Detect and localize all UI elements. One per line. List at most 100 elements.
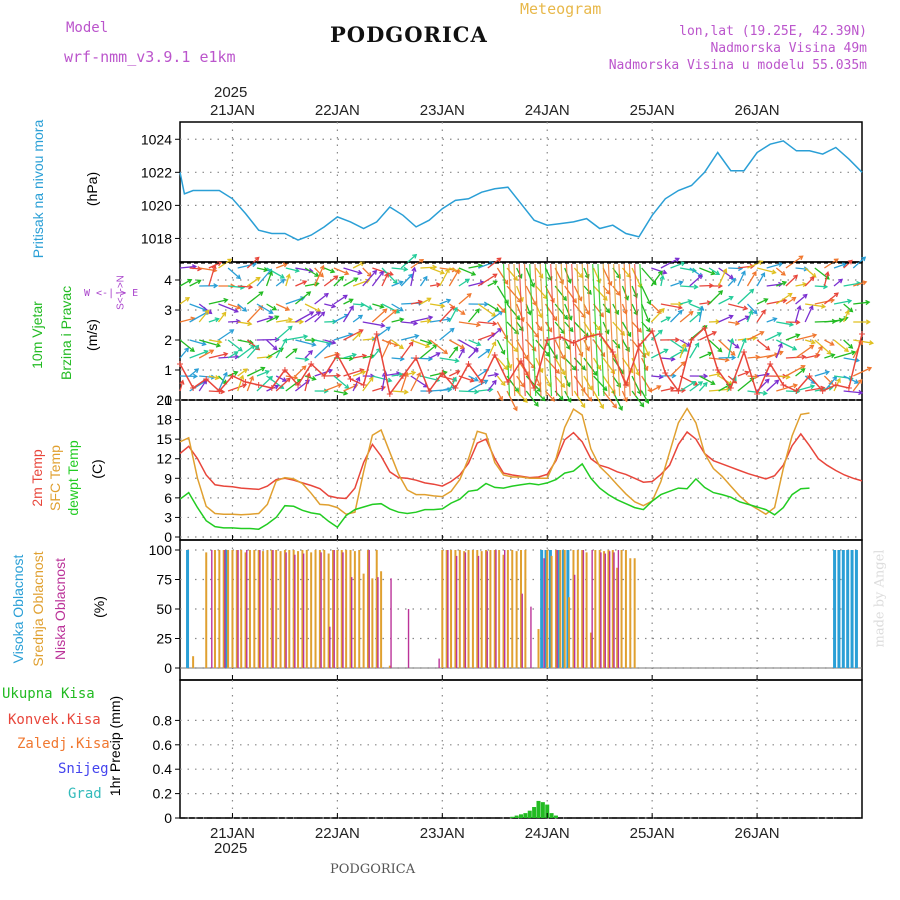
wind-streak	[529, 263, 537, 397]
wind-speed-marker	[347, 376, 354, 382]
wind-arrow-head	[754, 373, 760, 380]
wind-arrow	[660, 303, 682, 309]
wind-arrow	[853, 301, 870, 305]
wind-arrow-head	[315, 311, 322, 316]
wind-arrow	[285, 267, 299, 272]
wind-arrow-head	[392, 309, 398, 315]
wind-arrow-head	[233, 308, 239, 313]
wind-arrow-head	[566, 397, 572, 403]
wind-arrow	[776, 384, 797, 392]
y-tick-label: 9	[164, 470, 172, 486]
wind-arrow-head	[268, 315, 274, 321]
wind-arrow	[747, 331, 764, 341]
wind-arrow	[449, 370, 460, 377]
wind-arrow-head	[427, 339, 433, 345]
wind-arrow-head	[671, 373, 677, 379]
wind-arrow	[237, 321, 252, 325]
wind-arrow	[823, 272, 829, 287]
temp-title-dewpt: dewpt Temp	[65, 440, 81, 516]
wind-streak	[586, 263, 595, 397]
wind-arrow	[699, 352, 712, 359]
wind-arrow	[256, 376, 273, 392]
precip-legend-snow: Snijeg	[58, 761, 109, 777]
wind-arrow-head	[663, 348, 669, 354]
wind-arrow-head	[731, 277, 737, 283]
wind-arrow-head	[220, 389, 226, 395]
precip-bar	[519, 814, 523, 818]
wind-arrow	[756, 272, 765, 287]
precip-legend-frz: Zaledj.Kisa	[17, 736, 110, 752]
temp-title-2m: 2m Temp	[29, 449, 45, 507]
wind-arrow-head	[657, 329, 663, 335]
wind-arrow	[737, 371, 749, 377]
wind-arrow	[218, 329, 234, 341]
wind-arrow-head	[865, 319, 871, 325]
wind-arrow	[333, 267, 349, 275]
wind-arrow-head	[824, 370, 830, 376]
wind-arrow	[323, 275, 338, 287]
page-title: PODGORICA	[330, 22, 488, 47]
wind-arrow-head	[744, 370, 750, 376]
wind-arrow	[727, 375, 737, 384]
lonlat-info: lon,lat (19.25E, 42.39N)	[679, 24, 867, 39]
wind-arrow-head	[331, 339, 337, 345]
wind-arrow	[304, 267, 319, 277]
wind-arrow-head	[791, 296, 797, 302]
wind-panel	[177, 253, 875, 412]
y-tick-label: 0.6	[153, 737, 173, 753]
wind-arrow	[795, 368, 805, 377]
wind-arrow	[843, 339, 853, 349]
wind-streak	[555, 263, 563, 397]
y-tick-label: 1	[164, 362, 172, 378]
wind-arrow	[275, 377, 291, 392]
day-label-top: 24JAN	[525, 102, 570, 119]
precip-bar	[549, 813, 554, 818]
wind-arrow-head	[552, 316, 558, 322]
wind-arrow	[593, 321, 601, 331]
wind-arrow-head	[333, 275, 339, 281]
wind-arrow-head	[357, 269, 363, 275]
wind-arrow-head	[520, 382, 525, 388]
wind-arrow-head	[287, 317, 294, 323]
wind-arrow	[458, 278, 470, 287]
wind-arrow-head	[475, 322, 482, 328]
wind-arrow-head	[526, 310, 532, 316]
wind-arrow-head	[811, 272, 817, 278]
wind-arrow	[804, 339, 815, 344]
wind-arrow	[544, 375, 552, 387]
wind-speed-marker	[622, 382, 629, 388]
wind-arrow-head	[454, 269, 460, 275]
wind-arrow-head	[236, 304, 242, 310]
wind-arrow	[343, 298, 353, 305]
wind-arrow-head	[260, 366, 266, 372]
wind-arrow-head	[530, 282, 536, 288]
wind-arrow	[631, 375, 642, 395]
wind-unit: (m/s)	[84, 319, 100, 351]
wind-arrow-head	[308, 268, 314, 274]
wind-arrow-head	[612, 403, 618, 409]
wind-arrow-head	[249, 375, 255, 381]
wind-arrow	[795, 344, 814, 359]
wind-arrow-head	[610, 369, 616, 375]
wind-arrow-head	[272, 305, 278, 311]
wind-arrow-head	[563, 314, 569, 320]
wind-speed-marker	[426, 388, 433, 394]
wind-arrow-head	[533, 401, 539, 407]
wind-arrow	[468, 348, 479, 359]
wind-arrow-head	[258, 291, 264, 296]
wind-arrow	[381, 309, 397, 323]
wind-arrow-head	[229, 329, 235, 334]
wind-arrow	[237, 303, 247, 312]
wind-arrow-head	[741, 270, 746, 276]
wind-arrow	[718, 315, 733, 323]
wind-streak	[550, 263, 558, 397]
wind-arrow-head	[580, 403, 586, 409]
wind-arrow-head	[492, 273, 498, 279]
wind-arrow-head	[681, 342, 687, 348]
wind-arrow	[420, 266, 437, 269]
wind-arrow	[795, 283, 807, 287]
wind-arrow-head	[537, 313, 543, 319]
day-label-bottom: 24JAN	[525, 825, 570, 842]
wind-arrow-head	[838, 278, 844, 284]
wind-arrow	[333, 314, 349, 323]
